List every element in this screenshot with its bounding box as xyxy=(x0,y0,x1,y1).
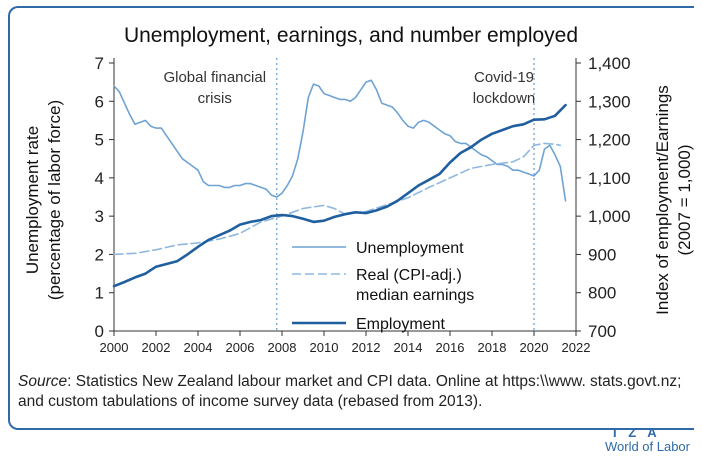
iza-logo: I Z A World of Labor xyxy=(605,425,690,454)
legend-label: Employment xyxy=(356,316,445,333)
x-tick-label: 2014 xyxy=(394,340,423,355)
annotation-text: Global financial xyxy=(163,69,266,86)
series-line-unemployment xyxy=(113,79,567,202)
y-left-tick-label: 7 xyxy=(95,54,104,73)
y-right-axis-label: Index of employment/Earnings (2007 = 1,00… xyxy=(653,85,694,315)
annotation-text: Covid-19 xyxy=(474,69,534,86)
x-tick-label: 2022 xyxy=(562,340,591,355)
y-left-tick-label: 0 xyxy=(95,322,104,341)
source-note: Source: Statistics New Zealand labour ma… xyxy=(18,372,694,412)
y-left-tick-label: 4 xyxy=(95,169,104,188)
y-right-tick-label: 1,300 xyxy=(588,92,631,111)
y-right-tick-label: 1,100 xyxy=(588,169,631,188)
legend-label: Real (CPI-adj.) xyxy=(356,267,462,284)
y-left-axis-label-line: Unemployment rate xyxy=(23,126,42,274)
series-line-employment xyxy=(112,103,567,288)
x-tick-label: 2006 xyxy=(226,340,255,355)
logo-wol: World of Labor xyxy=(604,439,690,454)
y-left-axis-label-line: (percentage of labor force) xyxy=(45,100,64,300)
logo-iza: I Z A xyxy=(612,425,661,440)
y-left-axis-label: Unemployment rate (percentage of labor fo… xyxy=(23,100,64,300)
source-text: : Statistics New Zealand labour market a… xyxy=(18,373,682,410)
x-tick-label: 2008 xyxy=(268,340,297,355)
y-left-tick-label: 3 xyxy=(95,207,104,226)
chart-frame xyxy=(8,6,694,430)
source-label: Source xyxy=(18,373,68,390)
annotation-text: lockdown xyxy=(473,90,536,107)
x-tick-label: 2018 xyxy=(478,340,507,355)
x-tick-label: 2010 xyxy=(310,340,339,355)
y-right-tick-label: 900 xyxy=(588,245,616,264)
y-left-tick-label: 1 xyxy=(95,284,104,303)
x-tick-label: 2020 xyxy=(520,340,549,355)
y-left-tick-label: 5 xyxy=(95,131,104,150)
y-left-tick-label: 6 xyxy=(95,92,104,111)
x-tick-label: 2012 xyxy=(352,340,381,355)
series-line-earnings xyxy=(113,142,562,256)
y-right-tick-label: 800 xyxy=(588,284,616,303)
y-left-tick-label: 2 xyxy=(95,245,104,264)
legend-label: median earnings xyxy=(356,287,474,304)
y-right-tick-label: 1,200 xyxy=(588,131,631,150)
y-right-tick-label: 1,400 xyxy=(588,54,631,73)
x-tick-label: 2000 xyxy=(100,340,129,355)
y-right-axis-label-line: (2007 = 1,000) xyxy=(675,144,694,255)
y-right-axis-label-line: Index of employment/Earnings xyxy=(653,85,672,315)
annotation-text: crisis xyxy=(198,90,232,107)
x-tick-label: 2002 xyxy=(142,340,171,355)
y-right-tick-label: 700 xyxy=(588,322,616,341)
y-right-tick-label: 1,000 xyxy=(588,207,631,226)
x-tick-label: 2004 xyxy=(184,340,213,355)
x-tick-label: 2016 xyxy=(436,340,465,355)
legend-label: Unemployment xyxy=(356,240,464,257)
chart-title: Unemployment, earnings, and number emplo… xyxy=(124,24,578,47)
